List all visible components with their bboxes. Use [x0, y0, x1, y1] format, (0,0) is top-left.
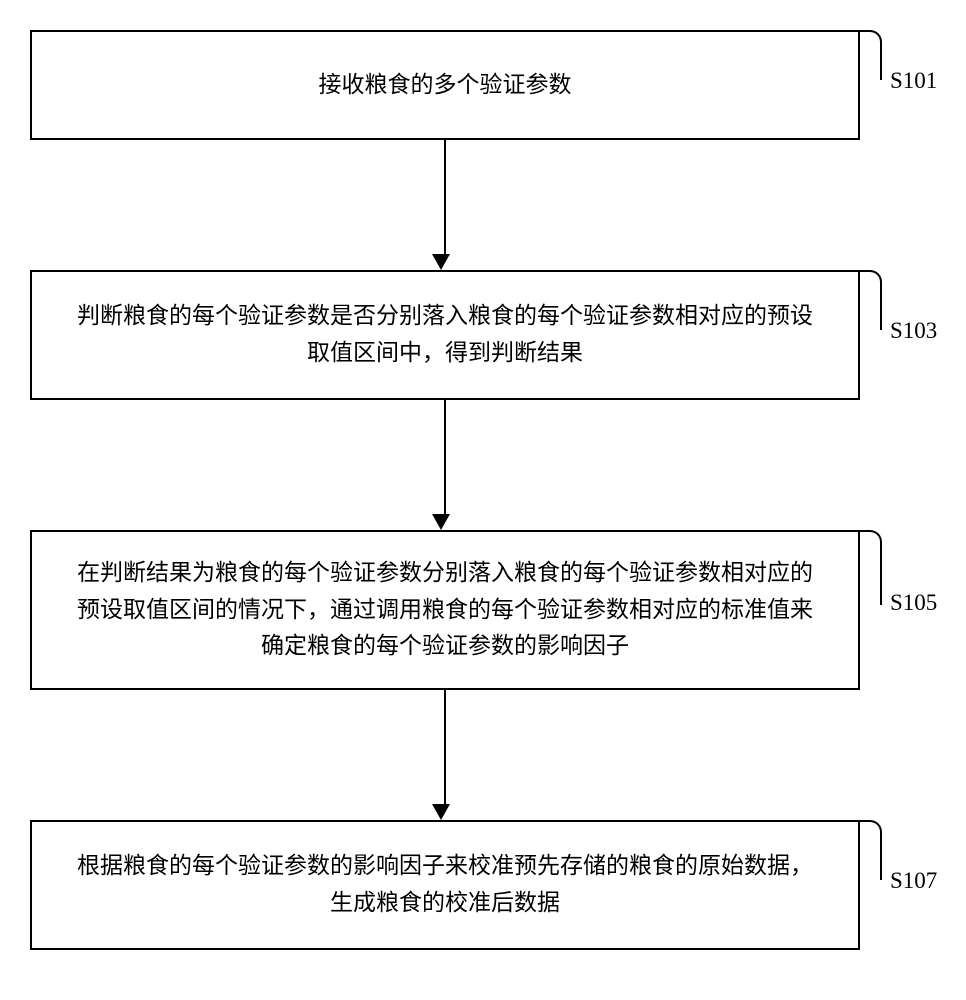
label-s105: S105: [890, 590, 937, 616]
arrow-2: [440, 400, 450, 530]
step-s103: 判断粮食的每个验证参数是否分别落入粮食的每个验证参数相对应的预设取值区间中，得到…: [30, 270, 860, 400]
arrow-1: [440, 140, 450, 270]
step-s105-text: 在判断结果为粮食的每个验证参数分别落入粮食的每个验证参数相对应的预设取值区间的情…: [72, 555, 818, 665]
label-s101: S101: [890, 68, 937, 94]
step-s101: 接收粮食的多个验证参数: [30, 30, 860, 140]
step-s105: 在判断结果为粮食的每个验证参数分别落入粮食的每个验证参数相对应的预设取值区间的情…: [30, 530, 860, 690]
step-s107-text: 根据粮食的每个验证参数的影响因子来校准预先存储的粮食的原始数据，生成粮食的校准后…: [72, 848, 818, 922]
label-s107: S107: [890, 868, 937, 894]
step-s107: 根据粮食的每个验证参数的影响因子来校准预先存储的粮食的原始数据，生成粮食的校准后…: [30, 820, 860, 950]
callout-s105: [860, 530, 882, 605]
callout-s103: [860, 270, 882, 330]
step-s103-text: 判断粮食的每个验证参数是否分别落入粮食的每个验证参数相对应的预设取值区间中，得到…: [72, 298, 818, 372]
callout-s101: [860, 30, 882, 80]
step-s101-text: 接收粮食的多个验证参数: [319, 67, 572, 104]
arrow-3: [440, 690, 450, 820]
flowchart-container: 接收粮食的多个验证参数 S101 判断粮食的每个验证参数是否分别落入粮食的每个验…: [20, 20, 946, 980]
callout-s107: [860, 820, 882, 880]
label-s103: S103: [890, 318, 937, 344]
